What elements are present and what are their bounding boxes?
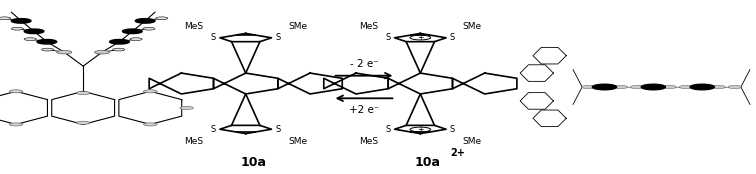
- Circle shape: [42, 48, 54, 51]
- Circle shape: [11, 27, 23, 30]
- Text: S: S: [275, 33, 280, 42]
- Circle shape: [180, 106, 194, 109]
- Text: MeS: MeS: [184, 22, 203, 30]
- Text: S: S: [211, 125, 216, 134]
- Text: 10a: 10a: [414, 156, 440, 169]
- Text: SMe: SMe: [463, 22, 482, 30]
- Circle shape: [593, 84, 617, 90]
- Text: S: S: [275, 125, 280, 134]
- Text: +: +: [417, 125, 423, 134]
- Circle shape: [728, 85, 742, 89]
- Circle shape: [94, 50, 110, 54]
- Circle shape: [614, 85, 627, 89]
- Circle shape: [663, 85, 677, 89]
- Circle shape: [679, 85, 692, 89]
- Text: MeS: MeS: [359, 137, 378, 145]
- Text: MeS: MeS: [184, 137, 203, 145]
- Text: 2+: 2+: [450, 148, 465, 158]
- Circle shape: [130, 38, 142, 41]
- Text: MeS: MeS: [359, 22, 378, 30]
- Text: - 2 e⁻: - 2 e⁻: [349, 59, 379, 69]
- Text: 10a: 10a: [240, 156, 266, 169]
- Circle shape: [113, 48, 125, 51]
- Text: +2 e⁻: +2 e⁻: [349, 105, 380, 115]
- Circle shape: [24, 38, 36, 41]
- Circle shape: [156, 17, 168, 20]
- Text: SMe: SMe: [288, 22, 307, 30]
- Text: S: S: [386, 125, 391, 134]
- Circle shape: [581, 85, 595, 89]
- Text: S: S: [386, 33, 391, 42]
- Circle shape: [631, 85, 644, 89]
- Circle shape: [135, 19, 155, 23]
- Text: SMe: SMe: [288, 137, 307, 145]
- Circle shape: [690, 84, 714, 90]
- Text: SMe: SMe: [463, 137, 482, 145]
- Circle shape: [144, 90, 157, 93]
- Circle shape: [0, 17, 11, 20]
- Circle shape: [711, 85, 725, 89]
- Circle shape: [24, 29, 44, 34]
- Text: +: +: [417, 33, 423, 42]
- Circle shape: [9, 90, 23, 93]
- Circle shape: [37, 39, 57, 44]
- Circle shape: [76, 121, 90, 124]
- Circle shape: [76, 92, 90, 95]
- Circle shape: [144, 123, 157, 126]
- Circle shape: [11, 19, 31, 23]
- Circle shape: [143, 27, 155, 30]
- Text: S: S: [211, 33, 216, 42]
- Text: S: S: [450, 125, 455, 134]
- Circle shape: [641, 84, 665, 90]
- Circle shape: [57, 50, 72, 54]
- Circle shape: [122, 29, 142, 34]
- Text: S: S: [450, 33, 455, 42]
- Circle shape: [9, 123, 23, 126]
- Circle shape: [110, 39, 129, 44]
